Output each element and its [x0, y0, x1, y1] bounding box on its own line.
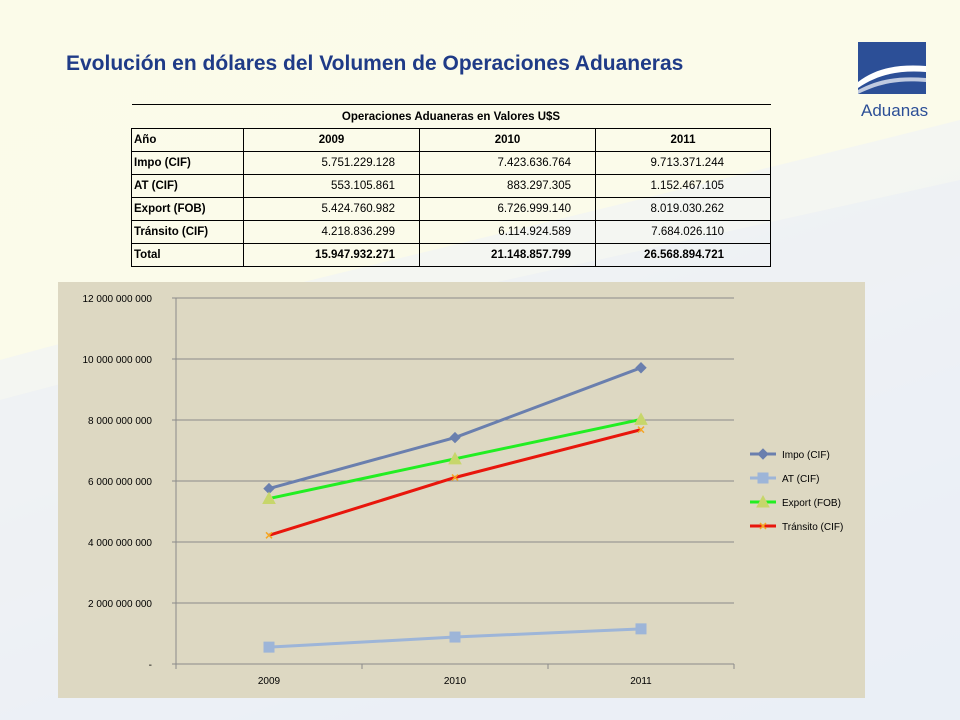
table-cell: 26.568.894.721 [595, 243, 771, 267]
table-cell: 6.726.999.140 [419, 197, 596, 221]
legend-marker [756, 494, 770, 508]
logo-mark-icon [858, 42, 926, 94]
data-point [449, 431, 461, 444]
legend-label: AT (CIF) [782, 474, 819, 485]
table-row: AT (CIF) 553.105.861 883.297.305 1.152.4… [131, 174, 771, 198]
table-row: Export (FOB) 5.424.760.982 6.726.999.140… [131, 197, 771, 221]
data-point [635, 623, 647, 635]
legend-label: Impo (CIF) [782, 450, 830, 461]
row-label: Impo (CIF) [131, 151, 244, 175]
row-label: Export (FOB) [131, 197, 244, 221]
y-tick-label: 12 000 000 000 [82, 294, 152, 305]
data-point [262, 491, 276, 505]
data-point [449, 631, 461, 643]
table-cell: 1.152.467.105 [595, 174, 771, 198]
data-point [635, 362, 647, 374]
operations-table: Operaciones Aduaneras en Valores U$S Año… [131, 104, 771, 267]
row-label: Total [131, 243, 244, 267]
y-tick-label: 2 000 000 000 [88, 599, 152, 610]
table-cell: 7.684.026.110 [595, 220, 771, 244]
row-label: AT (CIF) [131, 174, 244, 198]
row-label: Tránsito (CIF) [131, 220, 244, 244]
y-tick-label: 8 000 000 000 [88, 416, 152, 427]
table-cell: 553.105.861 [243, 174, 420, 198]
table-row: Tránsito (CIF) 4.218.836.299 6.114.924.5… [131, 220, 771, 244]
table-caption: Operaciones Aduaneras en Valores U$S [131, 104, 771, 129]
y-tick-label: - [149, 660, 152, 671]
legend-label: Tránsito (CIF) [782, 522, 843, 533]
logo-text: Aduanas [861, 101, 929, 120]
table-header-row: Año 2009 2010 2011 [131, 128, 771, 152]
table-cell: 21.148.857.799 [419, 243, 596, 267]
y-tick-label: 10 000 000 000 [82, 355, 152, 366]
x-tick-label: 2009 [258, 676, 281, 687]
table-caption-row: Operaciones Aduaneras en Valores U$S [131, 104, 771, 129]
chart-panel: - 2 000 000 000 4 000 000 000 6 000 000 000… [58, 282, 865, 698]
data-point [265, 531, 273, 539]
table-cell: 5.751.229.128 [243, 151, 420, 175]
table-cell: 15.947.932.271 [243, 243, 420, 267]
table-cell: 883.297.305 [419, 174, 596, 198]
data-point [263, 641, 275, 653]
table-header-cell: 2009 [243, 128, 420, 152]
table-header-cell: Año [131, 128, 244, 152]
table-total-row: Total 15.947.932.271 21.148.857.799 26.5… [131, 243, 771, 267]
table-cell: 6.114.924.589 [419, 220, 596, 244]
x-tick-label: 2011 [630, 676, 652, 687]
table-header-cell: 2010 [419, 128, 596, 152]
table-cell: 7.423.636.764 [419, 151, 596, 175]
table-row: Impo (CIF) 5.751.229.128 7.423.636.764 9… [131, 151, 771, 175]
page-title: Evolución en dólares del Volumen de Oper… [66, 52, 684, 75]
data-point [448, 451, 462, 465]
legend-marker [757, 472, 769, 484]
data-point [634, 412, 648, 425]
table-cell: 5.424.760.982 [243, 197, 420, 221]
line-chart: - 2 000 000 000 4 000 000 000 6 000 000 000… [82, 294, 843, 687]
y-tick-label: 4 000 000 000 [88, 538, 152, 549]
table-cell: 9.713.371.244 [595, 151, 771, 175]
legend-marker [757, 448, 769, 460]
table-cell: 8.019.030.262 [595, 197, 771, 221]
data-point [637, 426, 645, 434]
table-header-cell: 2011 [595, 128, 771, 152]
legend-marker [759, 522, 767, 530]
data-point [451, 473, 459, 482]
aduanas-logo: Aduanas [858, 42, 929, 122]
y-tick-label: 6 000 000 000 [88, 477, 152, 488]
legend-label: Export (FOB) [782, 498, 841, 509]
table-cell: 4.218.836.299 [243, 220, 420, 244]
x-tick-label: 2010 [444, 676, 467, 687]
